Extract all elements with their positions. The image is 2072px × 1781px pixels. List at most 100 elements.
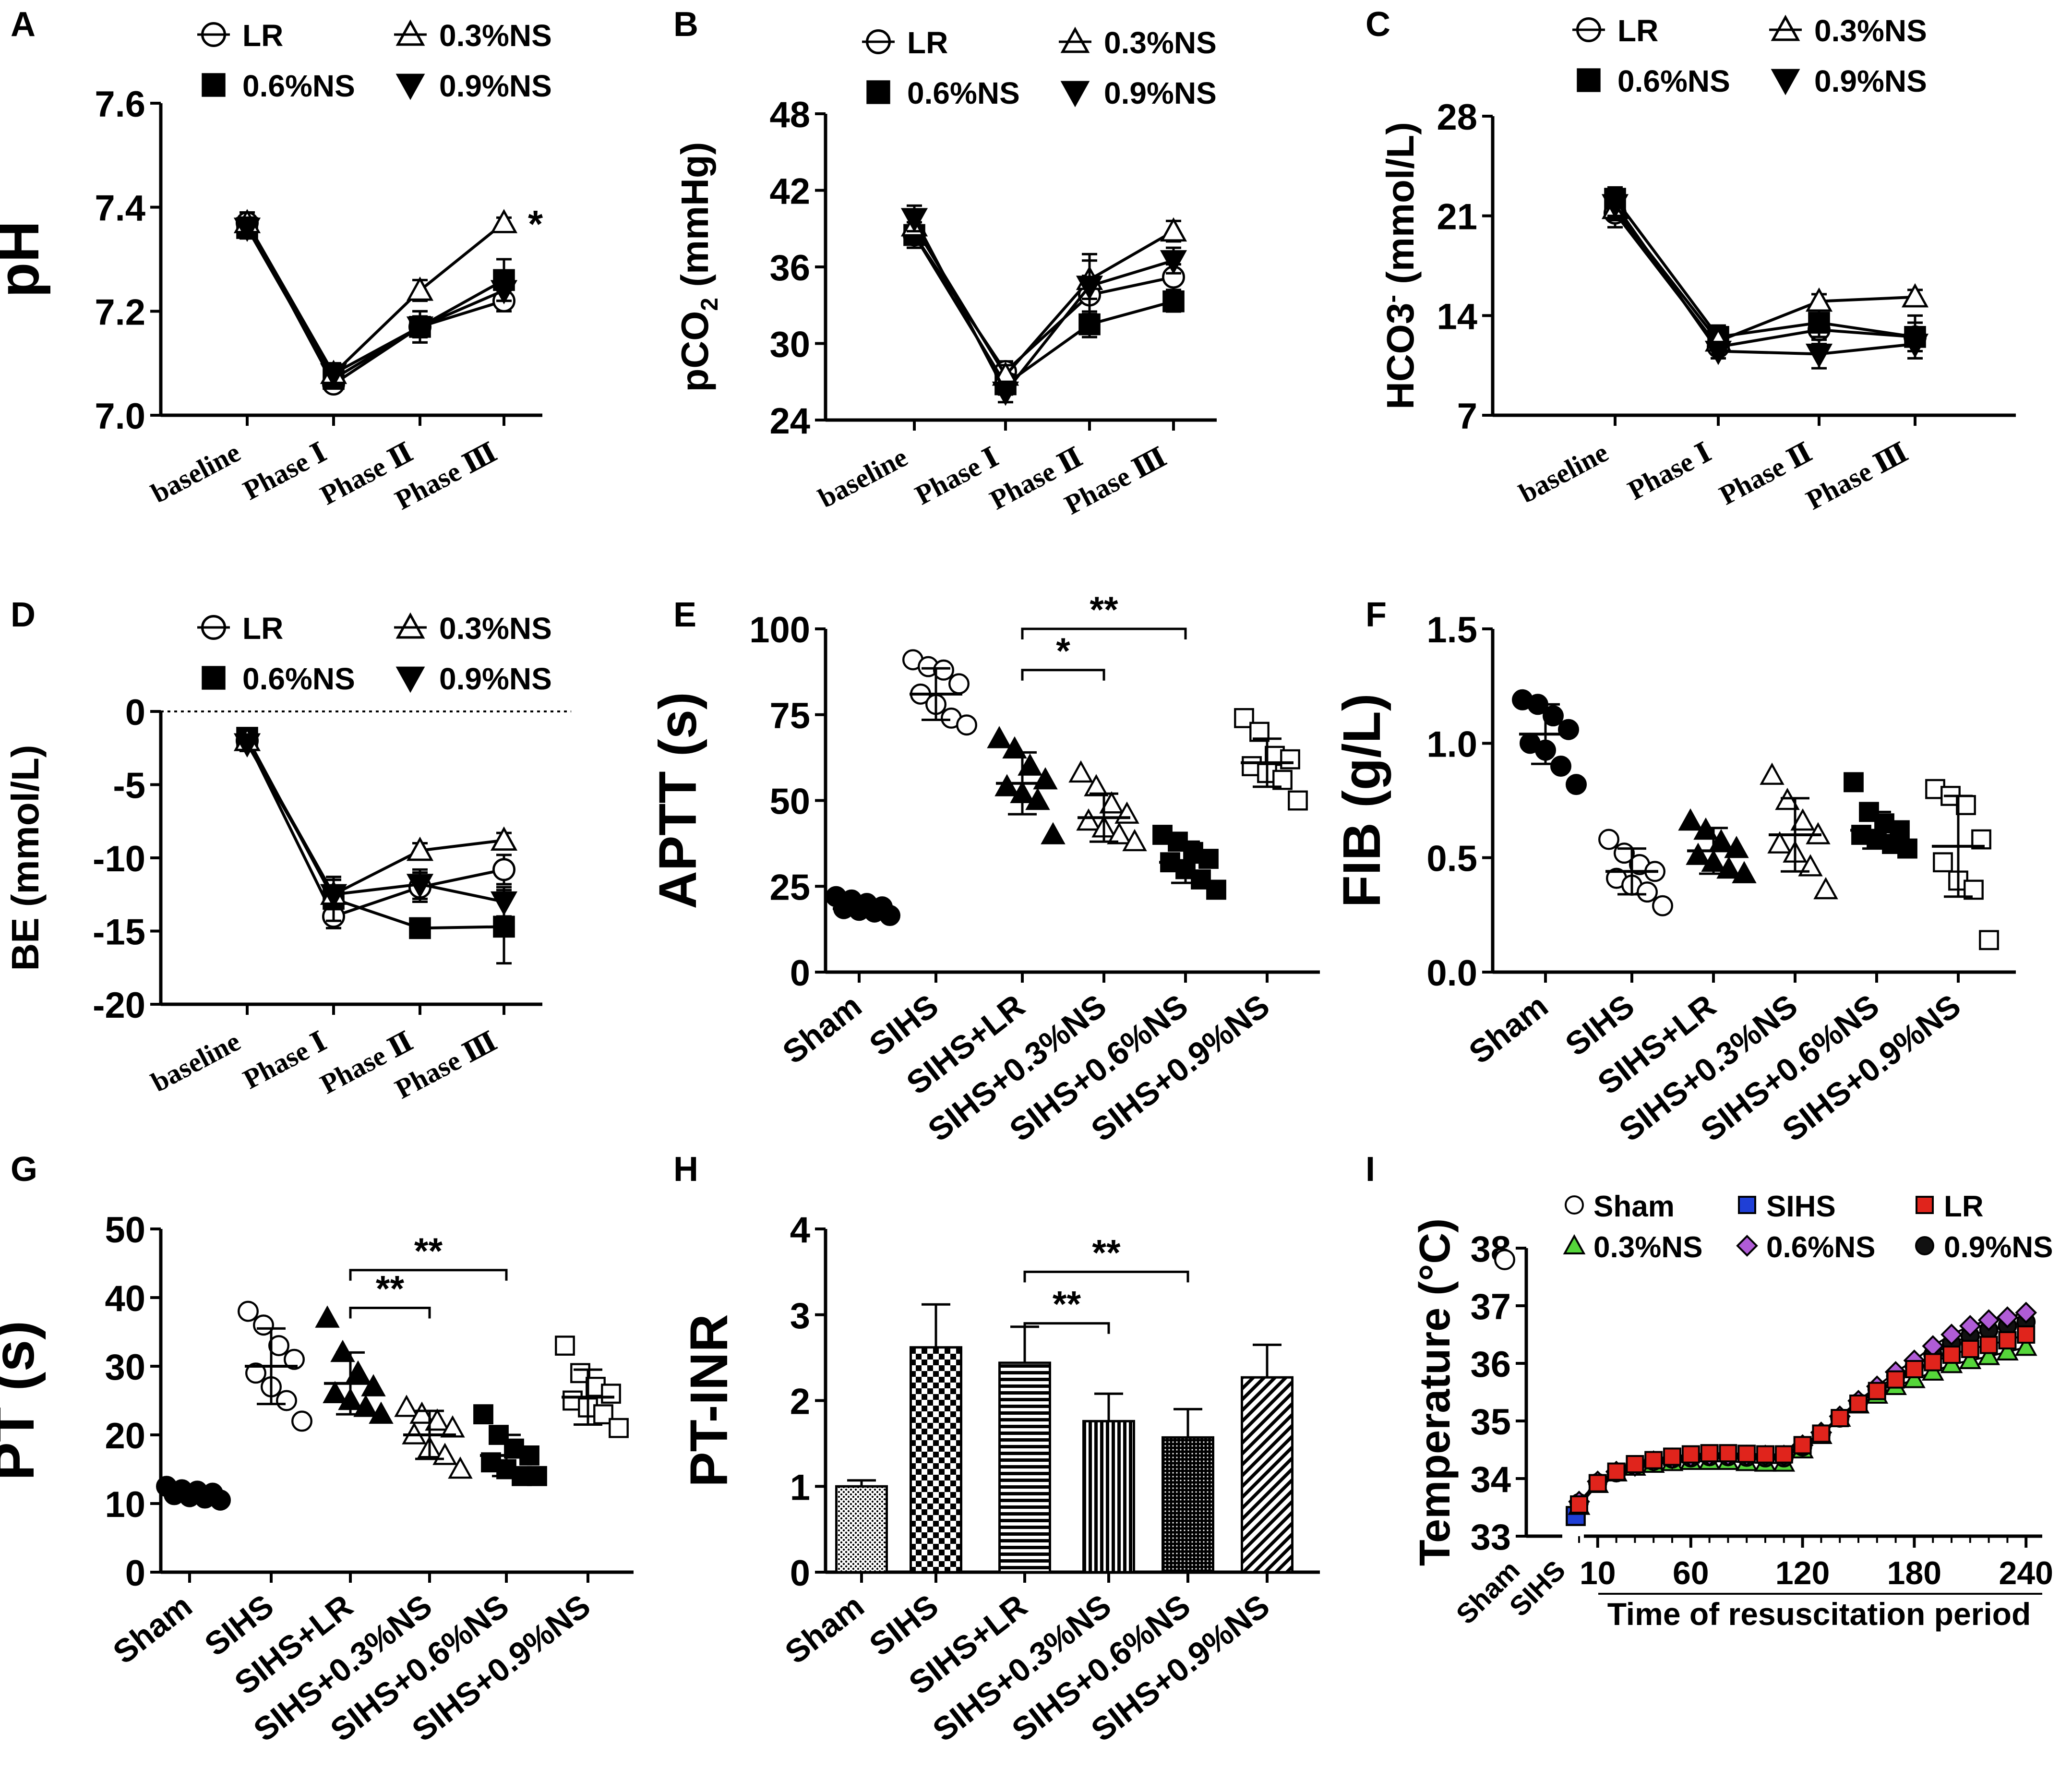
legend-marker-shape [1771, 14, 1800, 41]
data-point-shape [2015, 1301, 2037, 1324]
data-point-shape [1018, 753, 1042, 776]
data-point [1206, 879, 1226, 900]
group-SIHS+0.3%NS [1068, 760, 1147, 852]
y-tick-label: 35 [1470, 1402, 1511, 1443]
series-0.6%NS [233, 727, 518, 911]
y-tick-label: 10 [105, 1484, 145, 1525]
legend-marker-shape [1916, 1196, 1934, 1214]
data-point-shape [210, 1489, 231, 1511]
data-point-shape [492, 858, 516, 881]
data-point [1767, 831, 1792, 854]
legend-label: 0.6%NS [242, 69, 355, 103]
legend-marker [1916, 1196, 1934, 1214]
data-point-shape [1868, 1382, 1886, 1400]
y-tick-label: 7 [1457, 396, 1477, 437]
data-point [1793, 1436, 1812, 1455]
significance-bracket [1021, 627, 1187, 639]
data-point [315, 1305, 340, 1328]
data-point [1760, 762, 1785, 785]
data-point [609, 1418, 629, 1438]
group-Sham [1511, 689, 1587, 795]
legend-label: 0.9%NS [1944, 1231, 2053, 1264]
data-point [900, 208, 928, 232]
data-point [1686, 842, 1711, 865]
x-tick-label: Phase Ⅰ [238, 1025, 332, 1095]
data-point-shape [1775, 787, 1800, 810]
sham-point-shape [1494, 1249, 1515, 1270]
data-point-shape [1598, 829, 1619, 850]
y-tick-label: 34 [1470, 1459, 1511, 1500]
data-point-shape [1041, 822, 1066, 844]
legend-marker [1736, 1235, 1758, 1257]
legend-marker [1771, 69, 1800, 96]
data-point-shape [406, 316, 434, 341]
legend-marker-shape [1915, 1236, 1934, 1255]
series-line [246, 743, 504, 903]
data-point-shape [1977, 1309, 2000, 1331]
bar-Sham [835, 1479, 888, 1574]
significance-label: ** [1092, 1232, 1121, 1273]
data-point-shape [1977, 1345, 2000, 1365]
legend-marker [202, 73, 226, 97]
legend-label: 0.6%NS [242, 662, 355, 696]
data-point-shape [1844, 772, 1864, 793]
data-point-shape [490, 280, 518, 304]
x-tick-label: baseline [1514, 436, 1613, 509]
legend-label: 0.9%NS [439, 69, 552, 103]
y-tick-label: 0 [790, 953, 810, 994]
data-point-shape [1099, 791, 1124, 814]
data-point-shape [1886, 1370, 1905, 1389]
data-point-shape [320, 363, 347, 388]
data-point-shape [1805, 287, 1833, 312]
series-LR [235, 729, 516, 929]
data-point [1598, 829, 1619, 850]
data-point-shape [1767, 831, 1792, 854]
data-point [245, 1362, 267, 1384]
data-point-shape [2014, 1336, 2037, 1356]
data-point-shape [361, 1374, 386, 1396]
data-point [1076, 276, 1103, 300]
legend-marker-shape [1738, 1196, 1756, 1214]
bar-SIHS+0.6%NS [1162, 1408, 1214, 1574]
legend-marker-shape [395, 73, 425, 100]
data-point-shape [1678, 808, 1703, 831]
y-tick-label: 21 [1437, 197, 1477, 238]
data-point [1959, 1348, 1982, 1369]
legend-label: 0.6%NS [907, 76, 1020, 110]
group-SIHS+LR [1678, 808, 1757, 883]
data-point [1601, 194, 1629, 218]
legend-marker-shape [1565, 1195, 1584, 1215]
data-point [1280, 749, 1300, 770]
y-tick-label: 36 [769, 248, 810, 289]
y-tick-label: 25 [769, 867, 810, 908]
data-point [1996, 1340, 2019, 1360]
y-axis-label: PT-INR [680, 1314, 739, 1487]
data-point-shape [1940, 1324, 1963, 1346]
data-point [1901, 283, 1929, 308]
data-point [2017, 1325, 2036, 1344]
data-point-shape [1924, 1353, 1942, 1372]
data-point-shape [1550, 755, 1571, 777]
data-point [210, 1489, 231, 1511]
series-line [913, 217, 1174, 395]
data-point-shape [1996, 1306, 2019, 1328]
data-point-shape [1704, 340, 1732, 365]
data-point-shape [609, 1418, 629, 1438]
y-tick-label: 30 [769, 325, 810, 365]
data-point-shape [1607, 1462, 1626, 1481]
data-point-shape [1959, 1348, 1982, 1369]
data-point [409, 917, 431, 939]
data-point [1905, 1360, 1924, 1378]
legend-label: 0.3%NS [439, 611, 552, 646]
data-point-shape [493, 915, 515, 938]
significance-bracket [349, 1269, 508, 1281]
legend: LR 0.3%NS 0.6%NS 0.9%NS [197, 18, 552, 103]
data-point-shape [1808, 312, 1830, 334]
data-point [1565, 774, 1587, 795]
data-point-shape [406, 836, 434, 861]
data-point-shape [1076, 808, 1101, 831]
